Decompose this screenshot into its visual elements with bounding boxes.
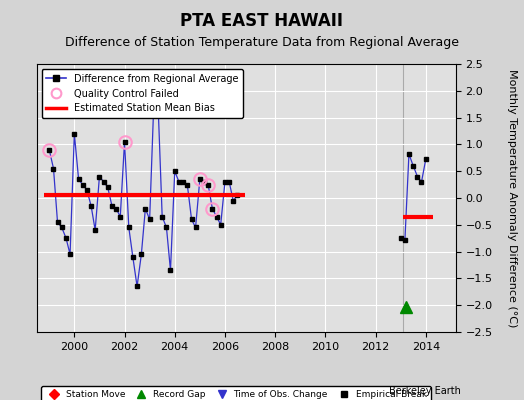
Text: Berkeley Earth: Berkeley Earth [389,386,461,396]
Legend: Station Move, Record Gap, Time of Obs. Change, Empirical Break: Station Move, Record Gap, Time of Obs. C… [41,386,431,400]
Text: Difference of Station Temperature Data from Regional Average: Difference of Station Temperature Data f… [65,36,459,49]
Text: PTA EAST HAWAII: PTA EAST HAWAII [180,12,344,30]
Y-axis label: Monthly Temperature Anomaly Difference (°C): Monthly Temperature Anomaly Difference (… [507,69,517,327]
